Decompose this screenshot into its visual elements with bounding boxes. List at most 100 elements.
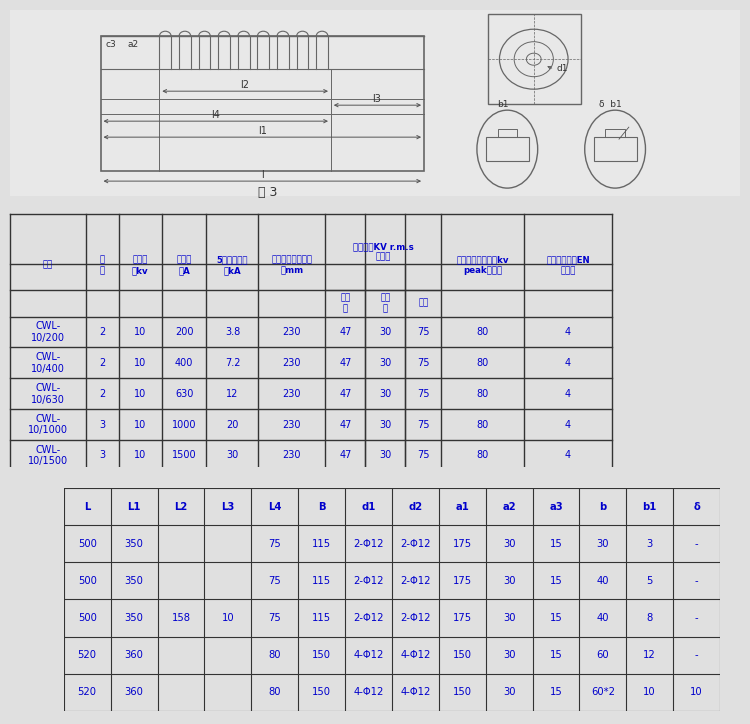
Text: 75: 75: [417, 420, 430, 429]
Text: b1: b1: [497, 100, 509, 109]
Text: 230: 230: [283, 327, 301, 337]
Text: L: L: [84, 502, 90, 512]
Text: 80: 80: [268, 650, 281, 660]
Text: l: l: [261, 170, 264, 180]
Text: 400: 400: [175, 358, 194, 368]
Text: 80: 80: [476, 358, 489, 368]
Text: d1: d1: [362, 502, 376, 512]
Text: 15: 15: [550, 539, 562, 549]
Text: 75: 75: [268, 539, 281, 549]
Text: 4-Φ12: 4-Φ12: [353, 687, 383, 697]
Text: 干耐
受: 干耐 受: [340, 293, 350, 313]
Text: 型号: 型号: [43, 261, 53, 270]
Text: 47: 47: [339, 420, 352, 429]
Text: 10: 10: [134, 389, 146, 399]
Text: 230: 230: [283, 389, 301, 399]
Text: 80: 80: [268, 687, 281, 697]
Text: 230: 230: [283, 420, 301, 429]
Text: 150: 150: [312, 650, 331, 660]
Bar: [488, 14, 580, 104]
Text: 2-Φ12: 2-Φ12: [353, 613, 384, 623]
Text: l2: l2: [240, 80, 249, 90]
Text: b: b: [599, 502, 607, 512]
Text: 15: 15: [550, 613, 562, 623]
Text: 10: 10: [134, 420, 146, 429]
Text: d2: d2: [408, 502, 422, 512]
Text: 2: 2: [100, 358, 106, 368]
Text: 175: 175: [452, 539, 472, 549]
Text: -: -: [694, 650, 698, 660]
Text: 40: 40: [596, 613, 609, 623]
Text: 4-Φ12: 4-Φ12: [400, 687, 430, 697]
Text: 15: 15: [550, 687, 562, 697]
Text: 75: 75: [417, 389, 430, 399]
Text: 弯曲破坏负荷EN
不小于: 弯曲破坏负荷EN 不小于: [546, 256, 590, 275]
Text: 30: 30: [503, 539, 515, 549]
Text: 2-Φ12: 2-Φ12: [400, 613, 430, 623]
Text: CWL-
10/1000: CWL- 10/1000: [28, 414, 68, 435]
Text: 60: 60: [596, 650, 609, 660]
Text: 47: 47: [339, 327, 352, 337]
Bar: [593, 137, 637, 161]
Text: 3: 3: [646, 539, 652, 549]
Text: -: -: [694, 576, 698, 586]
Text: 5秒钟短时电
流kA: 5秒钟短时电 流kA: [217, 256, 248, 275]
Text: 7.2: 7.2: [225, 358, 240, 368]
Text: 10: 10: [134, 358, 146, 368]
Text: 湿耐
受: 湿耐 受: [380, 293, 391, 313]
Text: 500: 500: [78, 539, 97, 549]
Text: 3: 3: [100, 420, 106, 429]
Text: CWL-
10/400: CWL- 10/400: [31, 352, 64, 374]
Bar: [605, 129, 625, 137]
Text: 1500: 1500: [172, 450, 196, 460]
Text: 30: 30: [503, 687, 515, 697]
Text: 75: 75: [417, 358, 430, 368]
Text: 350: 350: [124, 613, 143, 623]
Text: L1: L1: [128, 502, 141, 512]
Text: 2: 2: [100, 327, 106, 337]
Text: 4: 4: [565, 420, 571, 429]
Text: 图 3: 图 3: [257, 186, 277, 199]
Text: L4: L4: [268, 502, 281, 512]
Text: 2-Φ12: 2-Φ12: [400, 576, 430, 586]
Text: 30: 30: [503, 650, 515, 660]
Text: 40: 40: [596, 576, 609, 586]
Text: 80: 80: [476, 420, 489, 429]
Text: 户外端公称爬电距
离mm: 户外端公称爬电距 离mm: [272, 256, 312, 275]
Bar: [497, 129, 517, 137]
Text: 4: 4: [565, 327, 571, 337]
Text: 10: 10: [134, 450, 146, 460]
Text: 230: 230: [283, 450, 301, 460]
Text: 175: 175: [452, 576, 472, 586]
Text: 4: 4: [565, 389, 571, 399]
Text: 350: 350: [124, 539, 143, 549]
Text: 2-Φ12: 2-Φ12: [353, 539, 384, 549]
Text: CWL-
10/1500: CWL- 10/1500: [28, 445, 68, 466]
Text: 150: 150: [312, 687, 331, 697]
Bar: [100, 36, 424, 171]
Text: 4: 4: [565, 358, 571, 368]
Text: 115: 115: [312, 539, 332, 549]
Bar: [486, 137, 529, 161]
Text: 30: 30: [503, 613, 515, 623]
Text: a2: a2: [503, 502, 516, 512]
Text: 360: 360: [124, 650, 143, 660]
FancyBboxPatch shape: [10, 10, 740, 196]
Text: 30: 30: [380, 420, 392, 429]
Text: -: -: [694, 539, 698, 549]
Text: 30: 30: [380, 389, 392, 399]
Text: 75: 75: [417, 327, 430, 337]
Text: 30: 30: [380, 450, 392, 460]
Text: L2: L2: [174, 502, 188, 512]
Text: 350: 350: [124, 576, 143, 586]
Text: 15: 15: [550, 650, 562, 660]
Text: 75: 75: [268, 576, 281, 586]
Text: 80: 80: [476, 450, 489, 460]
Text: d1: d1: [556, 64, 568, 73]
Text: 47: 47: [339, 389, 352, 399]
Text: 20: 20: [226, 420, 238, 429]
Text: CWL-
10/630: CWL- 10/630: [31, 383, 64, 405]
Text: 4-Φ12: 4-Φ12: [353, 650, 383, 660]
Text: L3: L3: [221, 502, 235, 512]
Text: 60*2: 60*2: [591, 687, 615, 697]
